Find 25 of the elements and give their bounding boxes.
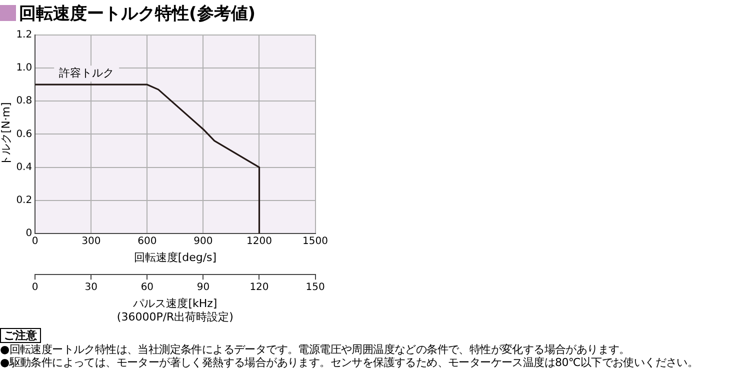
y-tick-label: 0.4	[16, 162, 32, 173]
x2-axis-title: パルス速度[kHz] (36000P/R出荷時設定)	[116, 297, 234, 324]
y-tick-label: 0.6	[16, 128, 32, 140]
x2-tick-label: 90	[196, 282, 210, 294]
x-tick-label: 600	[138, 236, 157, 247]
y-axis-title: トルク[N·m]	[0, 102, 12, 166]
chart-title: 回転速度ートルク特性(参考値)	[19, 2, 256, 24]
x2-tick-label: 150	[306, 282, 325, 294]
x-axis-title: 回転速度[deg/s]	[134, 250, 217, 264]
text: ●回転速度ートルク特性は、当社測定条件によるデータです。電源電圧や周囲温度などの条件で、特性が変化する場合があります。	[0, 343, 631, 356]
y-tick-label: 1.0	[16, 62, 32, 74]
x2-tick-label: 120	[250, 282, 269, 294]
x2-tick-label: 60	[140, 282, 154, 294]
series-label: 許容トルク	[59, 66, 114, 80]
y-tick-label: 1.2	[16, 30, 32, 41]
y-tick-label: 0.8	[16, 96, 32, 107]
text: ●駆動条件によっては、モーターが著しく発熱する場合があります。センサを保護するため、モーターケース温度は80℃以下でお使いください。	[0, 356, 700, 369]
x-tick-label: 900	[194, 236, 213, 247]
y-tick-label: 0	[26, 228, 32, 239]
x2-tick-label: 30	[84, 282, 98, 294]
x-tick-label: 300	[82, 236, 101, 247]
x-tick-label: 1200	[246, 236, 272, 247]
text: ご注意	[0, 328, 41, 343]
x-tick-label: 1500	[302, 236, 328, 247]
y-tick-label: 0.2	[16, 194, 32, 206]
